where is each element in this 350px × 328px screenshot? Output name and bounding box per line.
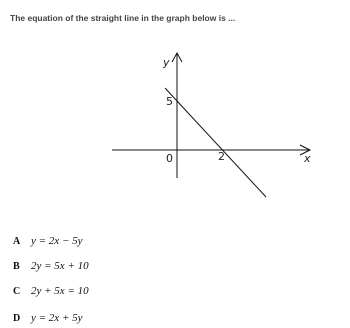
y-intercept-label: 5 (166, 95, 173, 108)
option-letter[interactable]: A (13, 236, 21, 247)
option-letter[interactable]: B (13, 261, 20, 272)
graph-line (164, 87, 267, 198)
option-text[interactable]: y = 2x + 5y (30, 312, 83, 324)
x-label: x (303, 152, 311, 165)
option-text[interactable]: y = 2x − 5y (30, 235, 83, 247)
option-text[interactable]: 2y = 5x + 10 (31, 260, 89, 272)
y-label: y (162, 56, 170, 69)
origin-label: 0 (166, 152, 173, 165)
option-letter[interactable]: D (13, 313, 20, 324)
question: The equation of the straight line in the… (10, 13, 235, 23)
option-letter[interactable]: C (13, 286, 20, 297)
option-text[interactable]: 2y + 5x = 10 (31, 285, 89, 297)
x-intercept-label: 2 (218, 150, 225, 163)
y-arrow (171, 51, 183, 63)
x-arrow (299, 144, 312, 156)
graph (112, 51, 312, 198)
